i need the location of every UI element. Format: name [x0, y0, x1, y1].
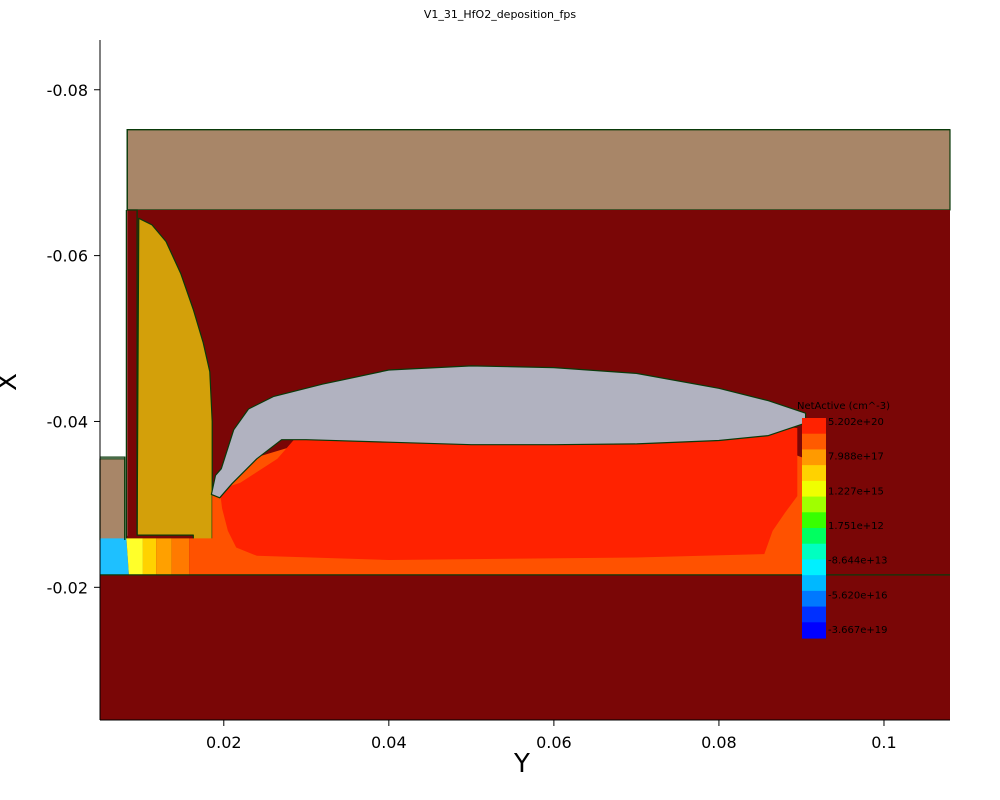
- colorbar-swatch: [802, 465, 826, 482]
- colorbar-swatch: [802, 622, 826, 639]
- colorbar-label: 7.988e+17: [828, 452, 884, 463]
- region-substrate: [100, 574, 950, 720]
- device-regions: [99, 129, 951, 720]
- axes: [99, 40, 950, 721]
- colorbar-swatch: [802, 559, 826, 576]
- colorbar-swatch: [802, 590, 826, 608]
- colorbar-swatch: [802, 543, 826, 561]
- y-tick-label: -0.06: [47, 247, 88, 266]
- boundary-line: [100, 456, 126, 540]
- region-cap-layer: [126, 129, 951, 211]
- region-diffusion-core: [219, 423, 798, 560]
- x-axis-title: Y: [513, 749, 530, 779]
- colorbar-label: 1.227e+15: [828, 486, 884, 497]
- region-oxide-lens: [210, 365, 807, 499]
- y-ticks: -0.08 -0.06 -0.04 -0.02: [47, 81, 100, 597]
- colorbar-label: -5.620e+16: [828, 590, 888, 601]
- region-diffusion-left-2: [142, 538, 157, 575]
- colorbar-swatch: [802, 449, 826, 466]
- colorbar-swatch: [802, 418, 826, 435]
- x-tick-label: 0.1: [871, 733, 896, 752]
- colorbar-swatch: [802, 512, 826, 529]
- x-tick-label: 0.08: [701, 733, 737, 752]
- boundary-line: [126, 128, 950, 536]
- colorbar-swatch: [802, 480, 826, 498]
- y-axis-title: X: [0, 373, 23, 391]
- colorbar-swatch: [802, 433, 826, 451]
- colorbar-swatch: [802, 575, 826, 592]
- colorbar-title: NetActive (cm^-3): [797, 401, 890, 412]
- y-tick-label: -0.08: [47, 81, 88, 100]
- colorbar: NetActive (cm^-3) 5.202e+20 7.988e+17 1.22…: [797, 401, 890, 639]
- y-tick-label: -0.04: [47, 412, 88, 431]
- colorbar-label: -3.667e+19: [828, 625, 888, 636]
- x-tick-label: 0.04: [371, 733, 407, 752]
- colorbar-label: -8.644e+13: [828, 556, 888, 567]
- colorbar-label: 5.202e+20: [828, 417, 884, 428]
- region-diffusion-left-3: [156, 538, 172, 575]
- x-tick-label: 0.02: [206, 733, 242, 752]
- region-diffusion-left-1: [126, 538, 143, 575]
- y-tick-label: -0.02: [47, 578, 88, 597]
- colorbar-swatch: [802, 606, 826, 623]
- region-diffusion-left-0: [100, 538, 129, 575]
- colorbar-swatch: [802, 528, 826, 545]
- region-left-pad: [99, 458, 126, 541]
- x-ticks: 0.02 0.04 0.06 0.08 0.1: [206, 720, 897, 752]
- colorbar-label: 1.751e+12: [828, 521, 884, 532]
- region-diffusion-left-4: [171, 538, 190, 575]
- chart-title: V1_31_HfO2_deposition_fps: [424, 8, 576, 21]
- colorbar-swatch: [802, 496, 826, 513]
- x-tick-label: 0.06: [536, 733, 572, 752]
